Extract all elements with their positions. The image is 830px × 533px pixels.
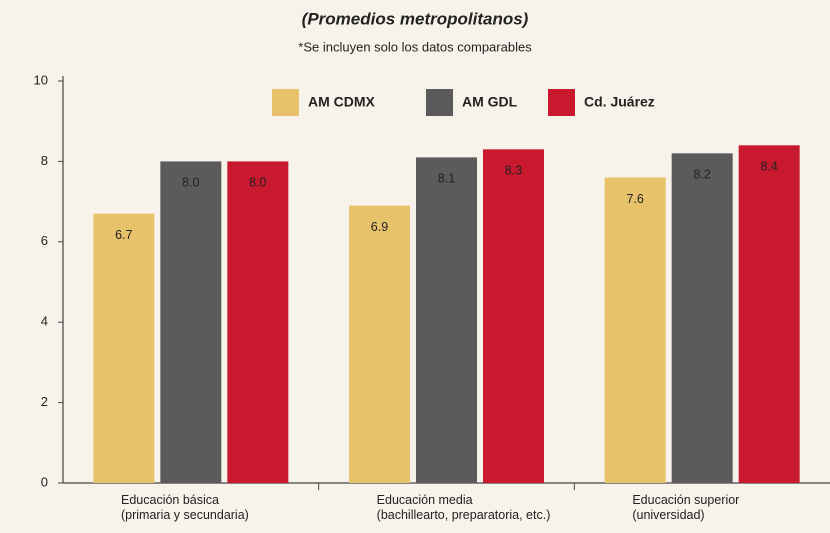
value-label: 6.7 [115,228,132,242]
value-label: 7.6 [626,192,643,206]
legend-swatch [272,89,299,116]
y-tick-label: 8 [41,153,48,168]
value-label: 8.1 [438,172,455,186]
y-tick-label: 6 [41,233,48,248]
value-label: 6.9 [371,220,388,234]
bar [416,157,477,483]
legend-label: AM CDMX [308,94,376,110]
bar [483,149,544,483]
legend-swatch [548,89,575,116]
legend-label: Cd. Juárez [584,94,655,110]
y-tick-label: 4 [41,314,48,329]
legend-label: AM GDL [462,94,518,110]
x-tick-label: Educación media (bachillearto, preparato… [376,493,551,522]
chart-subtitle: *Se incluyen solo los datos comparables [298,39,532,54]
value-label: 8.4 [760,160,777,174]
y-tick-label: 2 [41,394,48,409]
bar [227,161,289,483]
chart-title: (Promedios metropolitanos) [302,9,529,28]
bar [604,177,666,484]
bar [93,213,155,483]
bar [160,161,222,483]
legend-swatch [426,89,453,116]
y-tick-label: 10 [34,72,48,87]
bar [738,145,800,483]
value-label: 8.0 [182,176,199,190]
value-label: 8.0 [249,176,266,190]
x-tick-label: Educación superior (universidad) [632,493,740,522]
value-label: 8.3 [505,164,522,178]
bar [671,153,733,484]
x-tick-label: Educación básica (primaria y secundaria) [121,493,249,522]
value-label: 8.2 [693,168,710,182]
bar [349,205,410,483]
y-tick-label: 0 [41,474,48,489]
